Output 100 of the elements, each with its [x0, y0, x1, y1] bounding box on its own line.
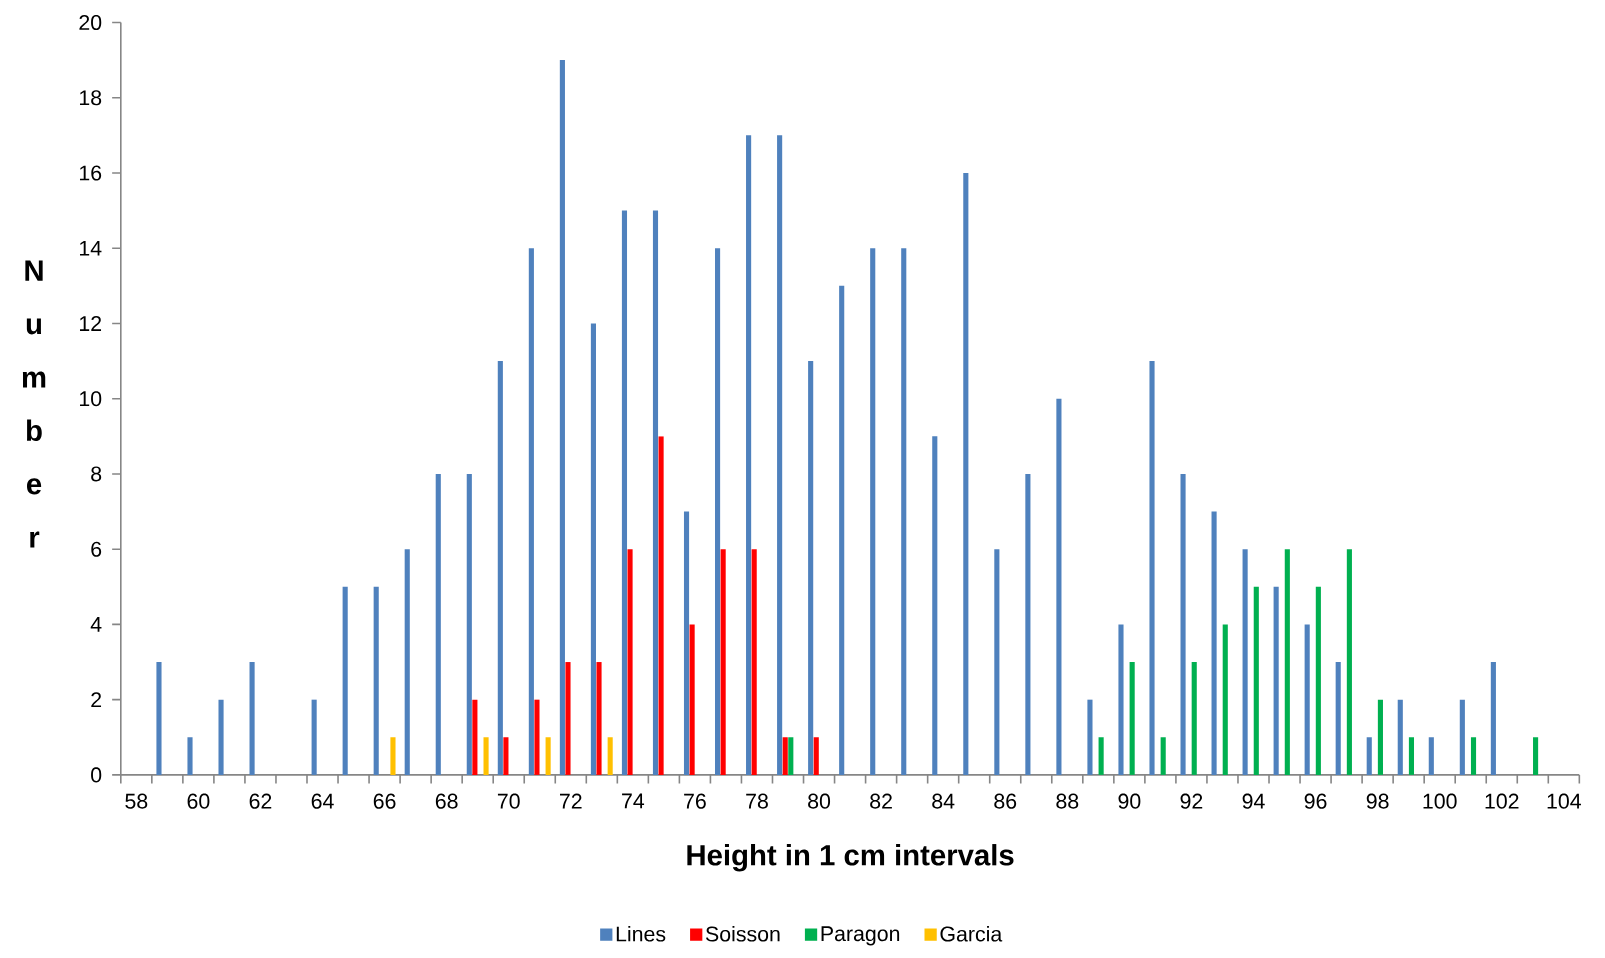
x-tick-label: 80 [808, 793, 831, 809]
bar [1222, 624, 1228, 775]
bar [994, 549, 1000, 775]
bar [870, 248, 876, 775]
bar [808, 361, 814, 775]
bar [596, 662, 602, 775]
y-tick-label: 6 [91, 541, 102, 557]
bar [565, 662, 571, 775]
x-tick-label: 96 [1304, 793, 1327, 809]
bar [483, 737, 489, 775]
x-tick-label: 74 [622, 793, 645, 809]
bar [901, 248, 907, 775]
bar [1273, 586, 1279, 775]
bar [627, 549, 633, 775]
bar [1025, 473, 1031, 775]
y-tick-label: 10 [80, 391, 102, 407]
bar [1304, 624, 1310, 775]
x-tick-label: 60 [187, 793, 210, 809]
bar [1284, 549, 1290, 775]
bar [218, 699, 224, 775]
y-tick-label: 16 [80, 165, 102, 181]
bar [466, 473, 472, 775]
bar [528, 248, 534, 775]
bar [590, 323, 596, 775]
y-tick-label: 4 [90, 617, 102, 632]
bar [1335, 662, 1341, 775]
bar [404, 549, 410, 775]
bar [1129, 662, 1135, 775]
x-tick-label: 68 [435, 793, 458, 809]
x-axis-title: Height in 1 cm intervals [687, 844, 1014, 872]
bar [1470, 737, 1477, 775]
x-tick-label: 98 [1366, 793, 1389, 809]
bar [545, 737, 551, 775]
x-tick-label: 84 [932, 793, 955, 809]
bar [788, 737, 794, 775]
bar [839, 285, 845, 775]
bar [1211, 511, 1217, 775]
x-tick-label: 78 [746, 793, 768, 809]
bar [1087, 699, 1093, 775]
y-tick-label: 0 [91, 767, 102, 783]
bar [1098, 737, 1104, 775]
bar [156, 662, 162, 775]
bar [472, 699, 478, 775]
legend-label: Lines [616, 925, 666, 942]
y-tick-label: 18 [80, 90, 102, 106]
bar [1377, 699, 1383, 775]
bar [1533, 737, 1539, 775]
bar [751, 549, 757, 775]
x-tick-label: 94 [1242, 793, 1265, 809]
bar [720, 549, 726, 775]
bar [621, 210, 628, 775]
x-tick-label: 88 [1056, 793, 1079, 809]
bar [1408, 737, 1415, 775]
bar [715, 248, 721, 775]
y-tick-label: 20 [79, 14, 102, 31]
bar [813, 737, 819, 775]
bar [1397, 699, 1403, 775]
y-tick-label: 2 [91, 692, 102, 708]
x-tick-label: 100 [1423, 793, 1457, 809]
bar [1490, 662, 1496, 775]
bar [435, 473, 441, 775]
bar [683, 511, 690, 775]
bar [1242, 549, 1248, 775]
bar [559, 60, 565, 775]
bar [658, 436, 664, 775]
bar [1118, 624, 1124, 775]
x-tick-label: 70 [497, 793, 520, 809]
x-tick-label: 82 [870, 793, 892, 809]
bar [652, 210, 659, 775]
bar [249, 662, 255, 775]
bar [689, 624, 695, 775]
bar [373, 586, 379, 775]
legend-label: Garcia [940, 925, 1003, 942]
bar [1149, 361, 1155, 775]
x-tick-label: 66 [373, 793, 396, 809]
x-tick-label: 62 [249, 793, 272, 809]
bar [1180, 473, 1186, 775]
bar [1366, 737, 1372, 775]
y-tick-label: 8 [91, 466, 102, 482]
x-tick-label: 72 [560, 793, 582, 809]
bar [777, 135, 783, 775]
bar [1459, 699, 1465, 775]
bar [932, 436, 938, 775]
x-tick-label: 86 [994, 793, 1017, 809]
bar [503, 737, 509, 775]
bar [1191, 662, 1197, 775]
text: Number [22, 260, 46, 548]
bar [746, 135, 752, 775]
x-tick-label: 102 [1485, 793, 1519, 809]
bar [963, 172, 969, 775]
bar [782, 737, 788, 775]
y-tick-label: 14 [80, 240, 102, 256]
bar [390, 737, 396, 775]
bar [1056, 398, 1062, 775]
x-tick-label: 90 [1118, 793, 1141, 809]
x-tick-label: 58 [125, 793, 148, 809]
legend-label: Paragon [821, 926, 900, 946]
bar [497, 361, 503, 775]
bar [1428, 737, 1434, 775]
legend-label: Soisson [705, 925, 780, 942]
